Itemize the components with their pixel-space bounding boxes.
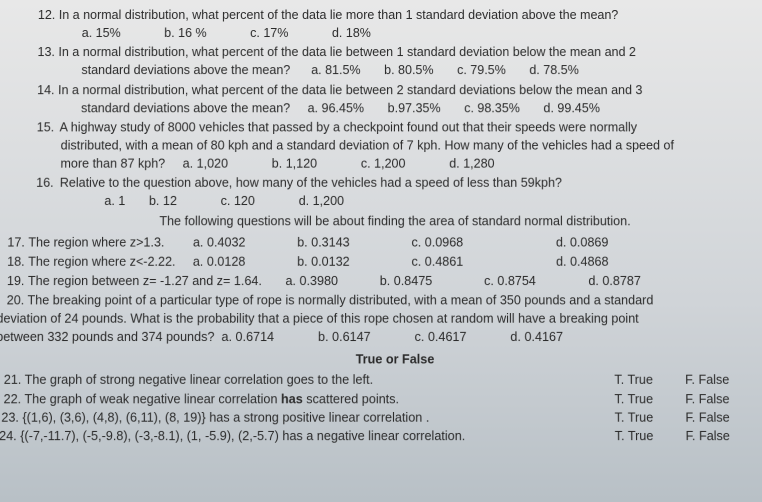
option-b: b. 0.6147 (318, 328, 371, 346)
option-d: d. 1,280 (449, 155, 494, 173)
q-num: 14. (37, 83, 55, 97)
option-false: F. False (685, 371, 756, 390)
option-d: d. 0.0869 (556, 233, 609, 251)
true-false-header: True or False (34, 350, 756, 368)
option-a: a. 81.5% (311, 61, 360, 79)
option-true: T. True (615, 427, 686, 446)
q-text: The breaking point of a particular type … (27, 293, 653, 307)
q-num: 21. (4, 373, 22, 387)
q-text-bold: has (281, 392, 303, 406)
option-false: F. False (685, 408, 756, 427)
option-b: b.97.35% (388, 99, 441, 117)
question-15: 15. A highway study of 8000 vehicles tha… (36, 118, 753, 173)
q-text: {(-7,-11.7), (-5,-9.8), (-3,-8.1), (1, -… (20, 429, 465, 443)
q-text-cont: deviation of 24 pounds. What is the prob… (0, 312, 639, 326)
option-a: a. 1 (104, 192, 125, 210)
option-c: c. 120 (221, 192, 255, 210)
option-c: c. 0.0968 (411, 233, 552, 251)
q-text-post: scattered points. (303, 392, 399, 406)
q-text-cont: standard deviations above the mean? (81, 63, 290, 77)
q-text-cont: distributed, with a mean of 80 kph and a… (61, 138, 674, 152)
option-a: a. 0.6714 (221, 328, 274, 346)
q-text-cont2: between 332 pounds and 374 pounds? (0, 330, 214, 344)
option-a: a. 15% (82, 24, 121, 42)
option-c: c. 0.4861 (411, 252, 552, 270)
option-false: F. False (685, 390, 756, 409)
option-d: d. 0.4167 (510, 328, 563, 346)
question-20: 20. The breaking point of a particular t… (6, 291, 755, 346)
q-text-cont: standard deviations above the mean? (81, 101, 290, 115)
question-14: 14. In a normal distribution, what perce… (37, 81, 753, 117)
option-c: c. 0.8754 (484, 272, 585, 290)
option-b: b. 12 (149, 192, 177, 210)
question-17: 17. The region where z>1.3. a. 0.4032 b.… (7, 233, 754, 251)
q-num: 22. (3, 392, 21, 406)
question-18: 18. The region where z<-2.22. a. 0.0128 … (7, 252, 755, 270)
q-num: 12. (38, 8, 56, 22)
option-b: b. 0.3143 (297, 233, 408, 251)
option-false: F. False (686, 427, 757, 446)
option-b: b. 0.0132 (297, 252, 408, 270)
option-c: c. 17% (250, 24, 288, 42)
option-a: a. 0.3980 (285, 272, 376, 290)
question-24: 24. {(-7,-11.7), (-5,-9.8), (-3,-8.1), (… (0, 427, 757, 446)
option-c: c. 98.35% (464, 99, 520, 117)
q-num: 15. (37, 118, 57, 136)
option-b: b. 16 % (164, 24, 207, 42)
q-num: 18. (7, 254, 25, 268)
q-text-cont2: more than 87 kph? (60, 157, 165, 171)
question-16: 16. Relative to the question above, how … (36, 174, 754, 211)
q-num: 17. (7, 235, 25, 249)
option-a: a. 1,020 (183, 155, 228, 173)
q-text: In a normal distribution, what percent o… (58, 83, 643, 97)
q-num: 19. (7, 274, 25, 288)
option-a: a. 96.45% (308, 99, 364, 117)
question-23: 23. {(1,6), (3,6), (4,8), (6,11), (8, 19… (1, 408, 756, 427)
q-num: 13. (37, 45, 55, 59)
q-text: {(1,6), (3,6), (4,8), (6,11), (8, 19)} h… (22, 410, 429, 424)
q-num: 20. (7, 293, 25, 307)
option-b: b. 1,120 (272, 155, 317, 173)
q-num: 24. (0, 429, 17, 443)
option-c: c. 79.5% (457, 61, 506, 79)
question-12: 12. In a normal distribution, what perce… (38, 6, 753, 42)
q-text: The region between z= -1.27 and z= 1.64. (28, 272, 282, 290)
option-a: a. 0.0128 (193, 252, 294, 270)
option-d: d. 1,200 (299, 192, 344, 210)
option-c: c. 1,200 (361, 155, 406, 173)
option-true: T. True (614, 390, 685, 409)
section-header-area: The following questions will be about fi… (36, 212, 755, 230)
option-d: d. 78.5% (529, 61, 579, 79)
q-text: The region where z>1.3. (28, 233, 189, 251)
option-c: c. 0.4617 (415, 328, 467, 346)
q-text: The region where z<-2.22. (28, 252, 189, 270)
question-19: 19. The region between z= -1.27 and z= 1… (7, 272, 755, 290)
question-21: 21. The graph of strong negative linear … (4, 371, 756, 390)
q-num: 23. (1, 410, 19, 424)
q-text: Relative to the question above, how many… (60, 176, 562, 190)
question-22: 22. The graph of weak negative linear co… (3, 390, 756, 409)
q-text: In a normal distribution, what percent o… (58, 45, 636, 59)
option-d: d. 0.8787 (588, 272, 641, 290)
option-d: d. 18% (332, 24, 371, 42)
q-text: In a normal distribution, what percent o… (59, 8, 619, 22)
q-text-pre: The graph of weak negative linear correl… (24, 392, 281, 406)
option-b: b. 0.8475 (380, 272, 481, 290)
q-num: 16. (36, 174, 56, 192)
option-d: d. 0.4868 (556, 252, 609, 270)
q-text: The graph of strong negative linear corr… (25, 373, 373, 387)
option-d: d. 99.45% (543, 99, 600, 117)
option-a: a. 0.4032 (193, 233, 294, 251)
question-13: 13. In a normal distribution, what perce… (37, 43, 753, 79)
option-true: T. True (614, 371, 685, 390)
option-true: T. True (615, 408, 686, 427)
option-b: b. 80.5% (384, 61, 433, 79)
q-text: A highway study of 8000 vehicles that pa… (60, 120, 638, 134)
